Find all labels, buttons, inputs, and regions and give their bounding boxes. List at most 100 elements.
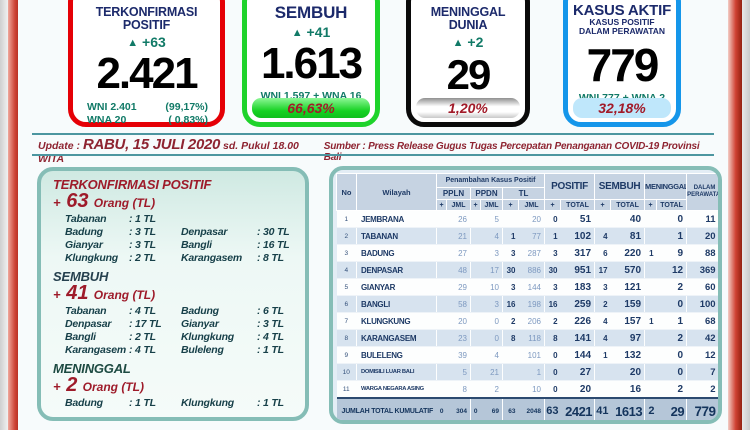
data-cell: 2 [656,278,688,296]
wni-percent: (99,17%) [165,101,208,113]
region-row: Badung: 6 TL [181,305,297,318]
breakdown-column: Badung: 6 TL Gianyar: 3 TL Klungkung: 4 TL… [181,305,297,357]
data-cell: 20 [686,227,718,245]
source-info: Sumber : Press Release Gugus Tugas Perce… [324,141,714,163]
legend-column: PPLN:Pelaku Perjalanan Luar NegeriPPDN:P… [57,417,182,421]
row-number: 2 [336,227,357,245]
subcol-total: TOTAL [560,199,596,211]
region-value: : 30 TL [257,226,290,238]
total-cell: 0 [470,397,481,420]
data-cell [470,312,481,330]
region-row: Denpasar : 17 TL [65,318,181,331]
data-cell: 4 [594,329,611,347]
region-value: : 4 TL [129,305,156,317]
data-cell: 0 [480,312,503,330]
table-header-row: No Wilayah Penambahan Kasus Positif POSITIF… [336,173,718,211]
data-cell: 20 [610,363,646,381]
data-cell: 121 [610,278,646,296]
col-header-new-cases-group: Penambahan Kasus Positif [435,173,546,188]
region-name-cell: BANGLI [356,295,437,313]
card-recovered: SEMBUH ▲ +41 1.613 WNI 1.597 + WNA 16 66… [242,0,380,127]
subcol-jml: JML [446,199,471,211]
table-row: 10 DOMISILI LUAR BALI 5 21 1 0 27 20 0 7 [336,363,718,381]
region-name: Klungkung [65,252,119,264]
total-cell: 0 [436,397,447,420]
data-cell: 132 [610,346,646,364]
data-cell [470,227,481,245]
region-name: Denpasar [181,226,228,238]
row-number: 10 [336,363,357,381]
card-title-line2: POSITIF [122,18,171,32]
data-cell [644,227,657,245]
data-cell [502,346,519,364]
data-cell: 20 [560,380,596,399]
subcol-plus: + [436,199,447,211]
data-cell: 570 [610,261,646,279]
data-cell: 317 [560,244,596,262]
increase-arrow-icon: ▲ [452,37,464,49]
plus-sign: + [53,379,65,394]
data-cell [436,363,447,381]
data-cell: 17 [594,261,611,279]
data-cell: 1 [656,312,688,330]
table-row: 2 TABANAN 21 4 1 77 1 102 4 81 1 20 [336,227,718,245]
data-cell [470,380,481,399]
data-cell: 12 [686,346,718,364]
data-cell: 10 [518,380,546,399]
breakdown-heading: MENINGGAL [53,361,131,376]
card-deaths: MENINGGAL DUNIA ▲ +2 29 WNI 27 + WNA 2 1… [406,0,530,127]
active-total: 779 [586,39,660,91]
source-label: Sumber : [323,141,369,152]
data-cell: 97 [610,329,646,347]
data-cell: 30 [502,261,519,279]
total-label: JUMLAH TOTAL KUMULATIF [336,397,437,420]
data-cell: 0 [544,380,561,399]
source-text: Press Release Gugus Tugas Percepatan Pen… [323,141,700,163]
data-cell [436,295,447,313]
data-cell: 951 [560,261,596,279]
data-cell: 68 [686,312,718,330]
data-cell: 16 [610,380,646,399]
data-cell: 3 [544,244,561,262]
data-cell: 42 [686,329,718,347]
region-name: Denpasar [65,318,112,330]
col-header-ppdn: PPDN [470,187,503,200]
table-row: 8 KARANGASEM 23 0 8 118 8 141 4 97 2 42 [336,329,718,347]
daily-increase: ▲ +2 [411,34,525,52]
row-number: 1 [336,210,357,228]
col-header-positif: POSITIF [544,173,596,200]
breakdown-heading: SEMBUH [53,269,109,284]
legend-definition: Pelaku Perjalanan Luar Negeri [87,417,182,421]
region-name: Badung [65,397,103,409]
data-cell: 21 [446,227,471,245]
card-title: TERKONFIRMASI POSITIF [73,6,220,32]
breakdown-count-suffix: Orang (TL) [90,196,156,210]
data-cell [594,210,611,228]
region-name: Bangli [181,239,212,251]
total-cell: 2 [644,397,657,420]
breakdown-section: MENINGGAL + 2 Orang (TL) Badung: 1 TL Klung… [53,361,297,410]
region-row: Badung: 3 TL [65,226,181,239]
total-cell: 63 [502,397,519,420]
table-row: 3 BADUNG 27 3 3 287 3 317 6 220 1 9 88 [336,244,718,262]
region-name: Buleleng [181,344,224,356]
card-confirmed-positive: TERKONFIRMASI POSITIF ▲ +63 2.421 WNI 2.… [68,0,225,127]
data-cell: 0 [656,346,688,364]
breakdown-count-number: 63 [66,190,89,212]
region-name: Gianyar [65,239,103,251]
data-cell: 886 [518,261,546,279]
data-cell: 369 [686,261,718,279]
subcol-plus: + [544,199,562,211]
legend-column: WNA:Warga Negara AsingTL:Transmisi Lokal [194,417,285,421]
total-cell: 304 [446,397,471,420]
card-subtitle-line1: KASUS POSITIF [589,17,655,27]
data-cell [502,210,519,228]
data-cell [436,210,447,228]
breakdown-count-suffix: Orang (TL) [79,380,145,394]
region-value: : 17 TL [129,318,162,330]
col-header-ppln: PPLN [436,187,471,200]
table-row: 9 BULELENG 39 4 101 0 144 1 132 0 12 [336,346,718,364]
total-cell: 2421 [560,397,596,420]
data-cell: 100 [686,295,718,313]
data-cell: 101 [518,346,546,364]
